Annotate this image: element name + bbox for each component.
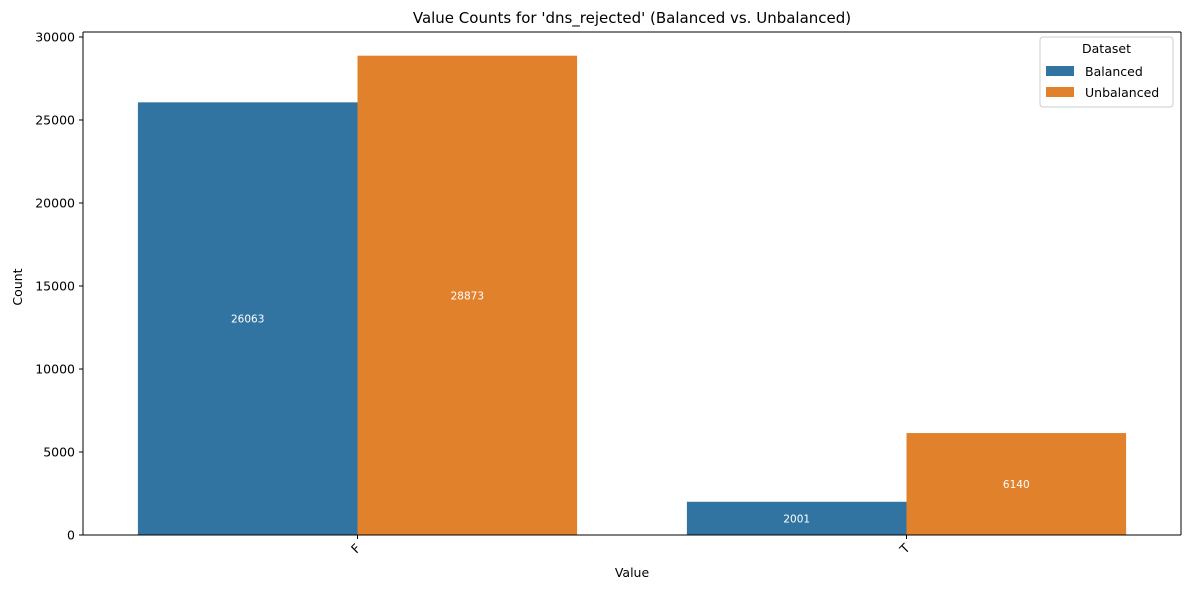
y-axis-label: Count bbox=[10, 268, 25, 305]
y-tick-label: 10000 bbox=[35, 361, 75, 376]
y-tick-label: 20000 bbox=[35, 195, 75, 210]
y-tick-label: 30000 bbox=[35, 29, 75, 44]
bar-unbalanced-f bbox=[357, 55, 578, 535]
y-tick-label: 0 bbox=[67, 528, 75, 543]
bar-value-label: 26063 bbox=[231, 314, 264, 326]
legend-title: Dataset bbox=[1082, 41, 1131, 56]
legend-swatch-balanced bbox=[1046, 66, 1074, 76]
bar-balanced-t bbox=[686, 501, 907, 535]
x-tick-label: F bbox=[348, 541, 364, 557]
bar-value-label: 28873 bbox=[451, 290, 484, 302]
plot-area: 26063 2001 28873 6140 0 5000 10000 15000 20000 25… bbox=[35, 29, 1182, 557]
legend-swatch-unbalanced bbox=[1046, 87, 1074, 97]
bar-balanced-f bbox=[137, 102, 358, 535]
x-tick-label: T bbox=[896, 540, 913, 557]
y-tick-label: 15000 bbox=[35, 278, 75, 293]
x-axis-label: Value bbox=[615, 565, 650, 580]
bar-value-label: 2001 bbox=[783, 513, 810, 525]
y-tick-label: 5000 bbox=[43, 444, 75, 459]
legend-entry-balanced: Balanced bbox=[1085, 64, 1143, 79]
y-tick-label: 25000 bbox=[35, 112, 75, 127]
legend: Dataset Balanced Unbalanced bbox=[1039, 36, 1174, 108]
legend-entry-unbalanced: Unbalanced bbox=[1085, 85, 1159, 100]
chart-title: Value Counts for 'dns_rejected' (Balance… bbox=[413, 9, 851, 28]
bar-value-label: 6140 bbox=[1003, 479, 1030, 491]
bar-unbalanced-t bbox=[906, 433, 1127, 535]
